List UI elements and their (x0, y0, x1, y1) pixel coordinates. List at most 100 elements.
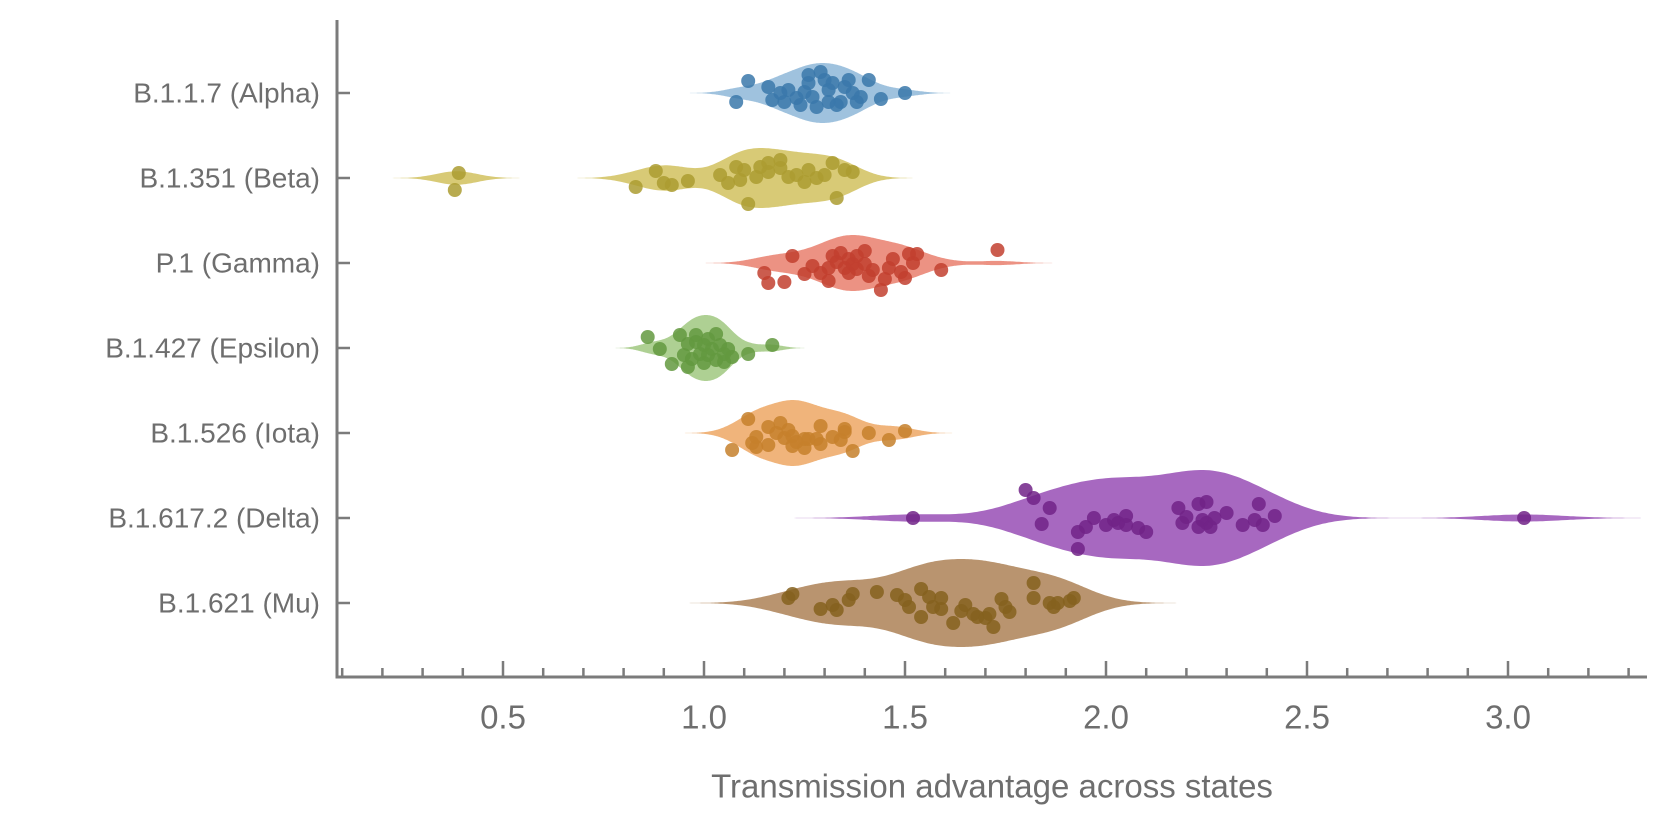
data-point-iota (898, 424, 912, 438)
data-point-beta (741, 197, 756, 211)
data-point-beta (829, 191, 844, 205)
data-point-gamma (761, 276, 776, 290)
data-point-mu (986, 620, 1001, 634)
data-point-delta (1251, 497, 1266, 511)
data-point-gamma (821, 274, 836, 288)
data-point-iota (761, 438, 776, 452)
data-point-beta (797, 175, 812, 189)
data-point-alpha (729, 95, 744, 109)
data-point-iota (749, 440, 764, 454)
data-point-beta (761, 165, 776, 179)
data-point-delta (1026, 491, 1041, 505)
data-point-epsilon (640, 330, 655, 344)
data-point-gamma (873, 283, 888, 297)
data-point-beta (664, 178, 679, 192)
data-point-alpha (801, 68, 816, 82)
points-gamma (757, 243, 1005, 297)
data-point-alpha (809, 100, 824, 114)
data-point-delta (1086, 511, 1101, 525)
data-point-beta (628, 180, 643, 194)
data-point-beta (648, 164, 663, 178)
data-point-alpha (793, 98, 808, 112)
data-point-delta (1042, 501, 1057, 515)
data-point-delta (906, 511, 920, 525)
data-point-alpha (841, 73, 856, 87)
points-mu (781, 576, 1081, 634)
data-point-alpha (861, 73, 876, 87)
data-point-delta (1078, 520, 1093, 534)
data-point-mu (902, 600, 916, 614)
data-point-beta (451, 166, 466, 180)
y-category-label-alpha: B.1.1.7 (Alpha) (133, 78, 320, 109)
data-point-mu (958, 598, 973, 612)
y-category-label-gamma: P.1 (Gamma) (156, 248, 320, 279)
data-point-gamma (885, 252, 900, 266)
x-tick-label: 2.0 (1083, 699, 1129, 736)
data-point-mu (785, 587, 800, 601)
data-point-mu (1026, 591, 1041, 605)
data-point-epsilon (689, 328, 703, 342)
x-tick-label: 1.5 (882, 699, 928, 736)
x-tick-label: 1.0 (681, 699, 727, 736)
data-point-alpha (741, 74, 756, 88)
points-beta (447, 153, 860, 211)
data-point-delta (1179, 510, 1194, 524)
data-point-mu (946, 616, 961, 630)
data-point-mu (934, 591, 949, 605)
data-point-alpha (873, 92, 888, 106)
data-point-mu (934, 602, 949, 616)
data-point-delta (1171, 501, 1186, 515)
data-point-gamma (898, 271, 912, 285)
data-point-iota (741, 412, 756, 426)
data-point-gamma (990, 243, 1005, 257)
data-point-mu (869, 585, 884, 599)
data-point-gamma (785, 249, 800, 263)
x-axis-label: Transmission advantage across states (711, 768, 1273, 805)
data-point-beta (773, 161, 788, 175)
data-point-iota (813, 437, 828, 451)
data-point-delta (1517, 511, 1532, 525)
data-point-epsilon (741, 347, 756, 361)
data-point-beta (737, 163, 752, 177)
data-point-epsilon (672, 328, 687, 342)
points-alpha (729, 65, 912, 114)
data-point-iota (837, 422, 852, 436)
data-point-iota (813, 419, 828, 433)
data-point-mu (829, 603, 844, 617)
y-category-label-beta: B.1.351 (Beta) (139, 163, 320, 194)
data-point-mu (1026, 576, 1041, 590)
data-point-delta (1207, 511, 1222, 525)
data-point-delta (1219, 506, 1234, 520)
data-point-alpha (825, 76, 840, 90)
data-point-alpha (898, 86, 912, 100)
data-point-gamma (865, 263, 880, 277)
data-point-iota (861, 426, 876, 440)
data-point-mu (914, 610, 929, 624)
data-point-mu (1066, 591, 1081, 605)
data-point-epsilon (709, 327, 724, 341)
data-point-delta (1070, 542, 1085, 556)
x-tick-label: 3.0 (1485, 699, 1531, 736)
points-epsilon (640, 327, 780, 374)
data-point-beta (825, 156, 840, 170)
data-point-mu (813, 602, 828, 616)
violin-alpha (684, 63, 957, 123)
data-point-iota (881, 433, 896, 447)
data-point-gamma (934, 263, 949, 277)
data-point-delta (1267, 509, 1282, 523)
points-delta (906, 483, 1532, 556)
data-point-alpha (833, 95, 848, 109)
y-category-label-epsilon: B.1.427 (Epsilon) (105, 333, 320, 364)
data-point-iota (845, 444, 860, 458)
data-point-mu (1050, 596, 1065, 610)
data-point-epsilon (765, 338, 780, 352)
y-category-label-iota: B.1.526 (Iota) (150, 418, 320, 449)
data-point-alpha (777, 95, 792, 109)
x-tick-label: 2.5 (1284, 699, 1330, 736)
data-point-delta (1235, 518, 1250, 532)
data-point-epsilon (725, 350, 740, 364)
x-tick-label: 0.5 (480, 699, 526, 736)
y-category-label-delta: B.1.617.2 (Delta) (108, 503, 320, 534)
